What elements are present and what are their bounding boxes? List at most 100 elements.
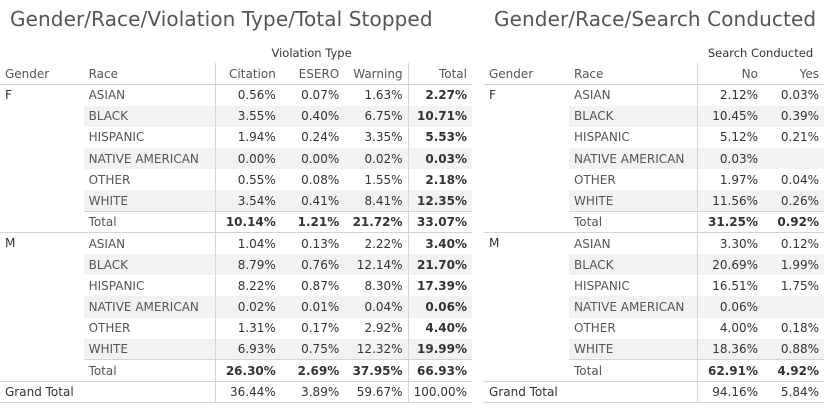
table-row: WHITE 11.56% 0.26%: [484, 190, 824, 212]
value-cell: 0.03%: [407, 148, 472, 170]
value-cell: 0.56%: [214, 84, 281, 106]
table-row: WHITE 3.54% 0.41% 8.41% 12.35%: [0, 190, 472, 212]
race-cell: NATIVE AMERICAN: [569, 148, 697, 170]
race-cell: NATIVE AMERICAN: [569, 296, 697, 318]
value-cell: 0.03%: [696, 148, 763, 170]
table-row: NATIVE AMERICAN 0.02% 0.01% 0.04% 0.06%: [0, 296, 472, 318]
race-cell: BLACK: [83, 105, 216, 127]
value-cell: 8.41%: [344, 190, 409, 212]
subtotal-row: Total 26.30% 2.69% 37.95% 66.93%: [0, 359, 472, 382]
table-row: F ASIAN 2.12% 0.03%: [484, 84, 824, 106]
value-cell: 1.99%: [763, 254, 824, 276]
table-row: OTHER 0.55% 0.08% 1.55% 2.18%: [0, 169, 472, 191]
subtotal-value: 26.30%: [214, 359, 281, 382]
subtotal-value: 33.07%: [407, 211, 472, 233]
subtotal-value: 0.92%: [777, 215, 819, 230]
value-cell: 0.13%: [301, 236, 340, 251]
race-cell: WHITE: [569, 190, 697, 212]
race-cell: OTHER: [574, 321, 616, 336]
race-cell: ASIAN: [88, 236, 126, 251]
value-cell: 0.39%: [763, 105, 824, 127]
grand-total-row: Grand Total 36.44% 3.89% 59.67% 100.00%: [0, 381, 472, 403]
column-header-yes[interactable]: Yes: [799, 66, 819, 81]
column-header-gender[interactable]: Gender: [489, 66, 534, 81]
race-cell: OTHER: [574, 172, 616, 187]
subtotal-label: Total: [88, 363, 117, 378]
value-cell: 5.12%: [696, 126, 763, 149]
race-cell: ASIAN: [574, 88, 611, 103]
violation-type-table: Violation Type Gender Race Citation ESERO War…: [0, 42, 472, 403]
value-cell: 0.01%: [280, 296, 345, 318]
value-cell: 0.88%: [763, 338, 824, 360]
value-cell: 0.00%: [280, 148, 345, 170]
race-cell: ASIAN: [88, 88, 126, 103]
race-cell: BLACK: [569, 105, 697, 127]
gender-cell: M: [489, 236, 500, 251]
race-cell: HISPANIC: [574, 278, 630, 293]
race-cell: HISPANIC: [88, 130, 145, 145]
subtotal-label: Total: [574, 363, 603, 378]
value-cell: 0.41%: [280, 190, 345, 212]
column-header-warning[interactable]: Warning: [353, 66, 403, 81]
value-cell: 0.55%: [214, 169, 281, 191]
value-cell: 17.39%: [407, 275, 472, 297]
violation-type-panel: Gender/Race/Violation Type/Total Stopped…: [0, 7, 472, 403]
gender-cell: F: [489, 88, 496, 102]
value-cell: 0.00%: [214, 148, 281, 170]
value-cell: 0.07%: [301, 88, 340, 103]
race-cell: OTHER: [88, 172, 131, 187]
column-header-race[interactable]: Race: [88, 66, 119, 81]
table-row: OTHER 4.00% 0.18%: [484, 317, 824, 339]
value-cell: 8.22%: [214, 275, 281, 297]
column-header-total[interactable]: Total: [407, 63, 472, 85]
value-cell: 3.40%: [407, 232, 472, 254]
grand-total-value: 5.84%: [780, 384, 819, 399]
value-cell: 4.40%: [407, 317, 472, 339]
table-row: M ASIAN 1.04% 0.13% 2.22% 3.40%: [0, 232, 472, 254]
search-conducted-title: Gender/Race/Search Conducted: [494, 7, 817, 31]
value-cell: 8.30%: [364, 278, 403, 293]
value-cell: 0.24%: [301, 130, 340, 145]
column-header-gender[interactable]: Gender: [5, 66, 50, 81]
table-row: OTHER 1.31% 0.17% 2.92% 4.40%: [0, 317, 472, 339]
value-cell: 0.04%: [780, 172, 819, 187]
value-cell: 3.55%: [214, 105, 281, 127]
grand-total-value: 36.44%: [214, 381, 281, 403]
value-cell: 2.27%: [407, 84, 472, 106]
value-cell: 0.17%: [301, 321, 340, 336]
value-cell: 0.02%: [344, 148, 409, 170]
column-header-esero[interactable]: ESERO: [298, 66, 340, 81]
value-cell: 3.35%: [364, 130, 403, 145]
race-cell: NATIVE AMERICAN: [83, 296, 216, 318]
value-cell: 0.06%: [696, 296, 763, 318]
table-row: WHITE 6.93% 0.75% 12.32% 19.99%: [0, 338, 472, 360]
race-cell: NATIVE AMERICAN: [83, 148, 216, 170]
grand-total-value: 3.89%: [301, 384, 340, 399]
race-cell: WHITE: [83, 338, 216, 360]
value-cell: 8.79%: [214, 254, 281, 276]
column-header-citation[interactable]: Citation: [214, 63, 281, 85]
column-header-no[interactable]: No: [696, 63, 763, 85]
value-cell: 0.21%: [780, 130, 819, 145]
subtotal-row: Total 10.14% 1.21% 21.72% 33.07%: [0, 211, 472, 233]
table-row: NATIVE AMERICAN 0.00% 0.00% 0.02% 0.03%: [0, 148, 472, 170]
value-cell: 12.14%: [344, 254, 409, 276]
table-row: BLACK 10.45% 0.39%: [484, 105, 824, 127]
table-row: HISPANIC 16.51% 1.75%: [484, 275, 824, 297]
value-cell: 1.94%: [214, 126, 281, 149]
subtotal-value: 1.21%: [297, 215, 340, 230]
value-cell: 1.04%: [214, 232, 281, 254]
value-cell: 6.93%: [214, 338, 281, 360]
subtotal-value: 31.25%: [696, 211, 763, 233]
value-cell: 0.87%: [301, 278, 340, 293]
value-cell: 0.76%: [280, 254, 345, 276]
subtotal-value: 37.95%: [352, 363, 403, 378]
value-cell: [763, 148, 824, 170]
value-cell: 10.71%: [407, 105, 472, 127]
value-cell: 1.97%: [696, 169, 763, 191]
grand-total-row: Grand Total 94.16% 5.84%: [484, 381, 824, 403]
table-row: M ASIAN 3.30% 0.12%: [484, 232, 824, 254]
search-conducted-table: Search Conducted Gender Race No Yes F ASIAN 2.1…: [484, 42, 824, 403]
column-header-race[interactable]: Race: [574, 66, 604, 81]
group-header-label: Violation Type: [271, 45, 352, 60]
